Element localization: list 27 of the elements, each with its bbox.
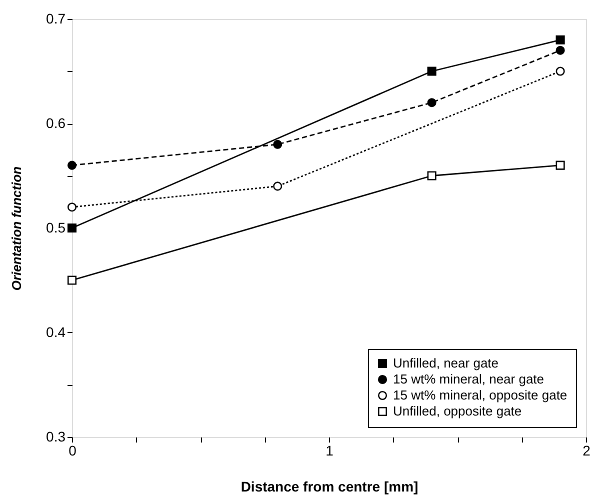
point bbox=[67, 276, 77, 285]
point bbox=[273, 182, 282, 191]
y-tick-label: 0.3 bbox=[46, 428, 66, 444]
point bbox=[427, 66, 436, 76]
point bbox=[427, 98, 436, 108]
y-tick-label: 0.7 bbox=[46, 10, 66, 26]
x-tick-label: 2 bbox=[582, 442, 591, 458]
point bbox=[556, 46, 565, 55]
legend-label: Unfilled, opposite gate bbox=[393, 404, 522, 418]
y-axis-title: Orientation function bbox=[9, 166, 24, 291]
legend-label: 15 wt% mineral, near gate bbox=[393, 372, 544, 386]
point bbox=[556, 35, 565, 44]
point bbox=[556, 160, 565, 170]
x-tick-label: 0 bbox=[68, 442, 77, 458]
point bbox=[556, 66, 565, 76]
point bbox=[427, 171, 436, 180]
point bbox=[273, 140, 282, 149]
legend-label: Unfilled, near gate bbox=[393, 356, 499, 370]
point bbox=[67, 223, 77, 233]
point bbox=[67, 202, 77, 212]
y-tick-label: 0.5 bbox=[46, 220, 66, 236]
point bbox=[67, 160, 77, 170]
y-tick-label: 0.4 bbox=[46, 324, 66, 340]
x-tick-label: 1 bbox=[326, 442, 334, 458]
y-tick-label: 0.6 bbox=[46, 115, 66, 131]
x-axis-title: Distance from centre [mm] bbox=[240, 478, 418, 494]
legend-label: 15 wt% mineral, opposite gate bbox=[393, 388, 568, 402]
